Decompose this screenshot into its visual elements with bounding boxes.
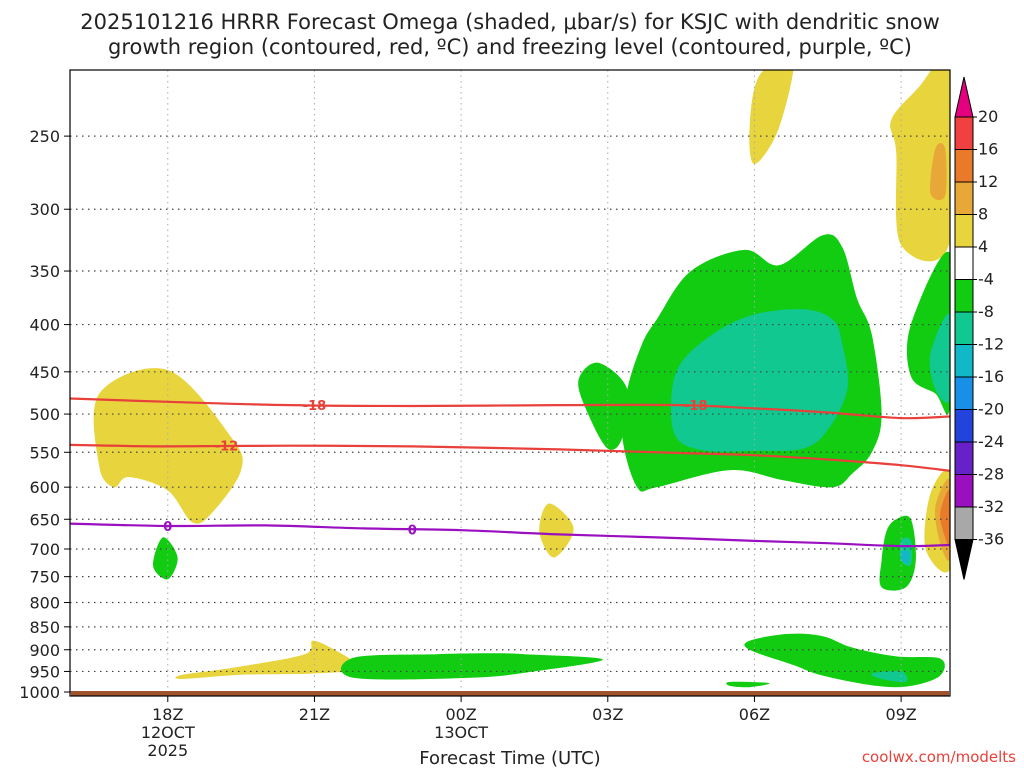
omega-region-9 (153, 537, 178, 580)
y-tick-label-300: 300 (29, 200, 60, 219)
chart-title-line-2: growth region (contoured, red, ºC) and f… (108, 35, 912, 59)
y-tick-label-1000: 1000 (19, 683, 60, 702)
colorbar-bin-2 (954, 149, 974, 183)
x-tick-label-00Z: 00Z (445, 705, 476, 724)
x-tick-year-18Z: 2025 (147, 741, 188, 760)
y-tick-label-250: 250 (29, 127, 60, 146)
colorbar-label--12: -12 (978, 335, 1004, 354)
colorbar-bin-10 (954, 409, 974, 443)
y-tick-label-750: 750 (29, 568, 60, 587)
x-tick-label-21Z: 21Z (299, 705, 330, 724)
colorbar-bin-13 (954, 506, 974, 540)
y-tick-label-350: 350 (29, 262, 60, 281)
ground-terrain (71, 691, 949, 696)
isotherm-label-0: 0 (408, 524, 417, 539)
colorbar-label-12: 12 (978, 172, 998, 191)
colorbar-label--16: -16 (978, 367, 1004, 386)
plot-frame (69, 69, 951, 697)
gridlines (70, 70, 950, 696)
y-tick-label-450: 450 (29, 363, 60, 382)
omega-region-16 (726, 681, 770, 688)
omega-region-1 (175, 640, 366, 679)
omega-region-21 (900, 550, 910, 564)
y-tick-label-800: 800 (29, 594, 60, 613)
colorbar-bin-11 (954, 441, 974, 475)
x-axis-label: Forecast Time (UTC) (419, 748, 600, 768)
y-tick-label-650: 650 (29, 510, 60, 529)
isotherm-label-0: 0 (163, 520, 172, 535)
omega-region-18 (929, 313, 950, 403)
omega-region-4 (890, 70, 950, 262)
isotherm-line-0 (70, 522, 950, 548)
omega-region-11 (578, 362, 629, 450)
omega-region-3 (749, 70, 794, 164)
credit-text: coolwx.com/modelts (862, 748, 1016, 766)
y-tick-label-600: 600 (29, 478, 60, 497)
isotherm-line--12 (70, 443, 950, 472)
colorbar-bin-3 (954, 181, 974, 215)
colorbar-label-16: 16 (978, 140, 998, 159)
colorbar-bin-7 (954, 311, 974, 345)
x-tick-date-18Z: 12OCT (141, 723, 195, 742)
x-tick-label-03Z: 03Z (592, 705, 623, 724)
x-tick-date-00Z: 13OCT (434, 723, 488, 742)
colorbar-bin-6 (954, 279, 974, 313)
colorbar-bin-5 (954, 246, 974, 280)
isotherm-label--18: -18 (684, 399, 708, 414)
isotherm-contours: -18 -18 -12 0 0 (70, 397, 950, 548)
isotherm-label--12: -12 (215, 440, 239, 455)
colorbar-bin-8 (954, 344, 974, 378)
omega-region-2 (539, 503, 574, 558)
isotherm-label--18: -18 (303, 399, 327, 414)
colorbar-label--4: -4 (978, 270, 994, 289)
x-tick-label-06Z: 06Z (739, 705, 770, 724)
omega-shading-layer (93, 70, 950, 688)
omega-region-17 (670, 309, 848, 452)
colorbar-label-20: 20 (978, 107, 998, 126)
y-tick-label-900: 900 (29, 641, 60, 660)
omega-region-14 (879, 515, 916, 591)
colorbar-label--36: -36 (978, 530, 1004, 549)
colorbar-label--8: -8 (978, 302, 994, 321)
y-axis-pressure: 250 300 350 400 450 500 550 600 650 700 750 800 850 9… (19, 127, 70, 702)
y-tick-label-950: 950 (29, 662, 60, 681)
colorbar-label-8: 8 (978, 205, 988, 224)
colorbar-bin-1 (954, 116, 974, 150)
y-tick-label-400: 400 (29, 316, 60, 335)
colorbar-bin-4 (954, 214, 974, 248)
colorbar-bin-12 (954, 474, 974, 508)
isotherm-line--18 (70, 397, 950, 420)
y-tick-label-700: 700 (29, 540, 60, 559)
colorbar-label--28: -28 (978, 465, 1004, 484)
chart-title-line-1: 2025101216 HRRR Forecast Omega (shaded, … (80, 10, 940, 34)
colorbar-label--24: -24 (978, 432, 1004, 451)
x-tick-label-09Z: 09Z (885, 705, 916, 724)
colorbar-label--32: -32 (978, 497, 1004, 516)
colorbar-label--20: -20 (978, 400, 1004, 419)
colorbar-legend: 20 16 12 8 4 -4 -8 -12 -16 -20 -24 -28 -32 -36 (954, 76, 1004, 580)
colorbar-bottom-arrow (954, 539, 974, 580)
x-tick-label-18Z: 18Z (152, 705, 183, 724)
y-tick-label-550: 550 (29, 443, 60, 462)
omega-region-10 (340, 653, 603, 680)
omega-region-20 (870, 671, 908, 683)
y-tick-label-850: 850 (29, 618, 60, 637)
colorbar-bin-9 (954, 376, 974, 410)
omega-region-6 (930, 143, 947, 201)
colorbar-label-4: 4 (978, 237, 988, 256)
y-tick-label-500: 500 (29, 405, 60, 424)
omega-region-8 (940, 489, 950, 547)
